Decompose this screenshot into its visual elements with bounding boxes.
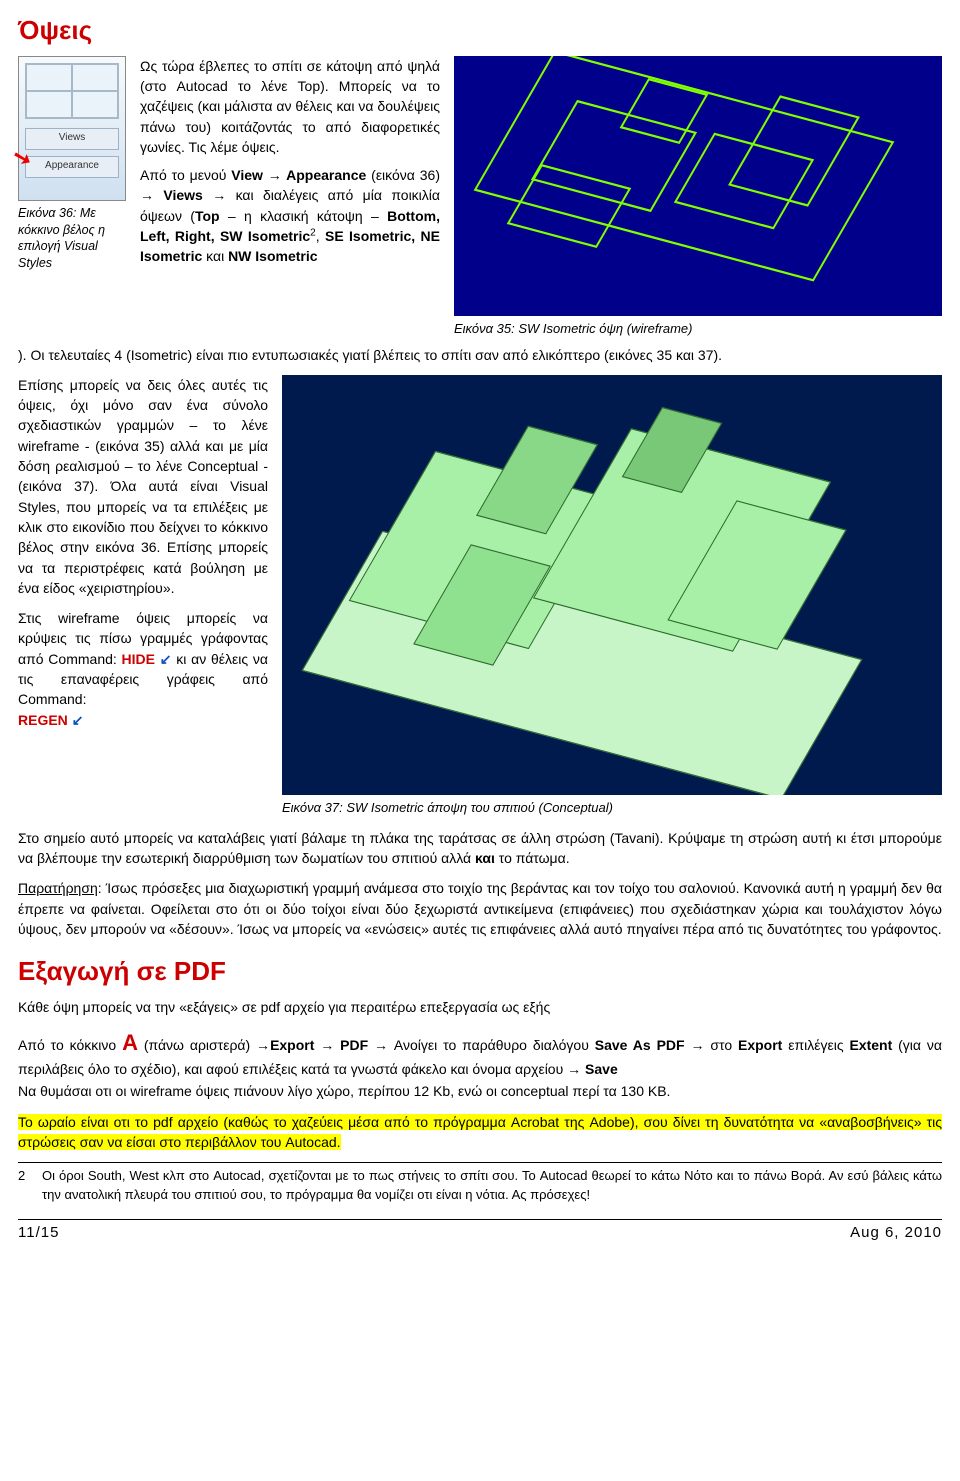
heading-export-pdf: Εξαγωγή σε PDF [18,953,942,991]
enter-arrow-icon: ↙ [72,712,84,728]
para-2: Επίσης μπορείς να δεις όλες αυτές τις όψ… [18,375,268,598]
enter-arrow-icon: ↙ [160,651,172,667]
command-regen: REGEN [18,712,68,728]
figure-37-image [282,375,942,795]
heading-opsis: Όψεις [18,12,942,50]
export-intro: Κάθε όψη μπορείς να την «εξάγεις» σε pdf… [18,997,942,1017]
figure-35-image [454,56,942,316]
intro-text-column: Ως τώρα έβλεπες το σπίτι σε κάτοψη από ψ… [140,56,440,339]
para-1b: Από το μενού View → Appearance (εικόνα 3… [140,165,440,266]
para-4: Στο σημείο αυτό μπορείς να καταλάβεις γι… [18,828,942,869]
footnote-body: Οι όροι South, West κλπ στο Autocad, σχε… [42,1167,942,1205]
para-3: Στις wireframe όψεις μπορείς να κρύψεις … [18,608,268,730]
export-steps: Από το κόκκινο Α (πάνω αριστερά) →Export… [18,1027,942,1079]
red-a-icon: Α [122,1030,138,1055]
command-hide: HIDE [122,651,155,667]
page-number: 11/15 [18,1222,59,1244]
para-1b-continuation: ). Οι τελευταίες 4 (Isometric) είναι πιο… [18,345,942,365]
footnote-2: 2 Οι όροι South, West κλπ στο Autocad, σ… [18,1162,942,1205]
para-5-observation: Παρατήρηση: Ίσως πρόσεξες μια διαχωριστι… [18,878,942,939]
export-highlight: Το ωραίο είναι οτι το pdf αρχείο (καθώς … [18,1112,942,1153]
figure-35-caption: Εικόνα 35: SW Isometric όψη (wireframe) [454,320,942,339]
para-1a: Ως τώρα έβλεπες το σπίτι σε κάτοψη από ψ… [140,56,440,157]
footnote-number: 2 [18,1167,32,1205]
figure-36-image: Views Appearance ➘ [18,56,126,201]
fig36-appearance-button: Appearance [25,156,119,178]
export-filesize-note: Να θυμάσαι οτι οι wireframe όψεις πιάνου… [18,1081,942,1101]
page-date: Aug 6, 2010 [850,1222,942,1244]
figure-36-caption: Εικόνα 36: Με κόκκινο βέλος η επιλογή Vi… [18,205,126,273]
figure-37-caption: Εικόνα 37: SW Isometric άποψη του σπιτιο… [282,799,942,818]
fig36-views-button: Views [25,128,119,150]
